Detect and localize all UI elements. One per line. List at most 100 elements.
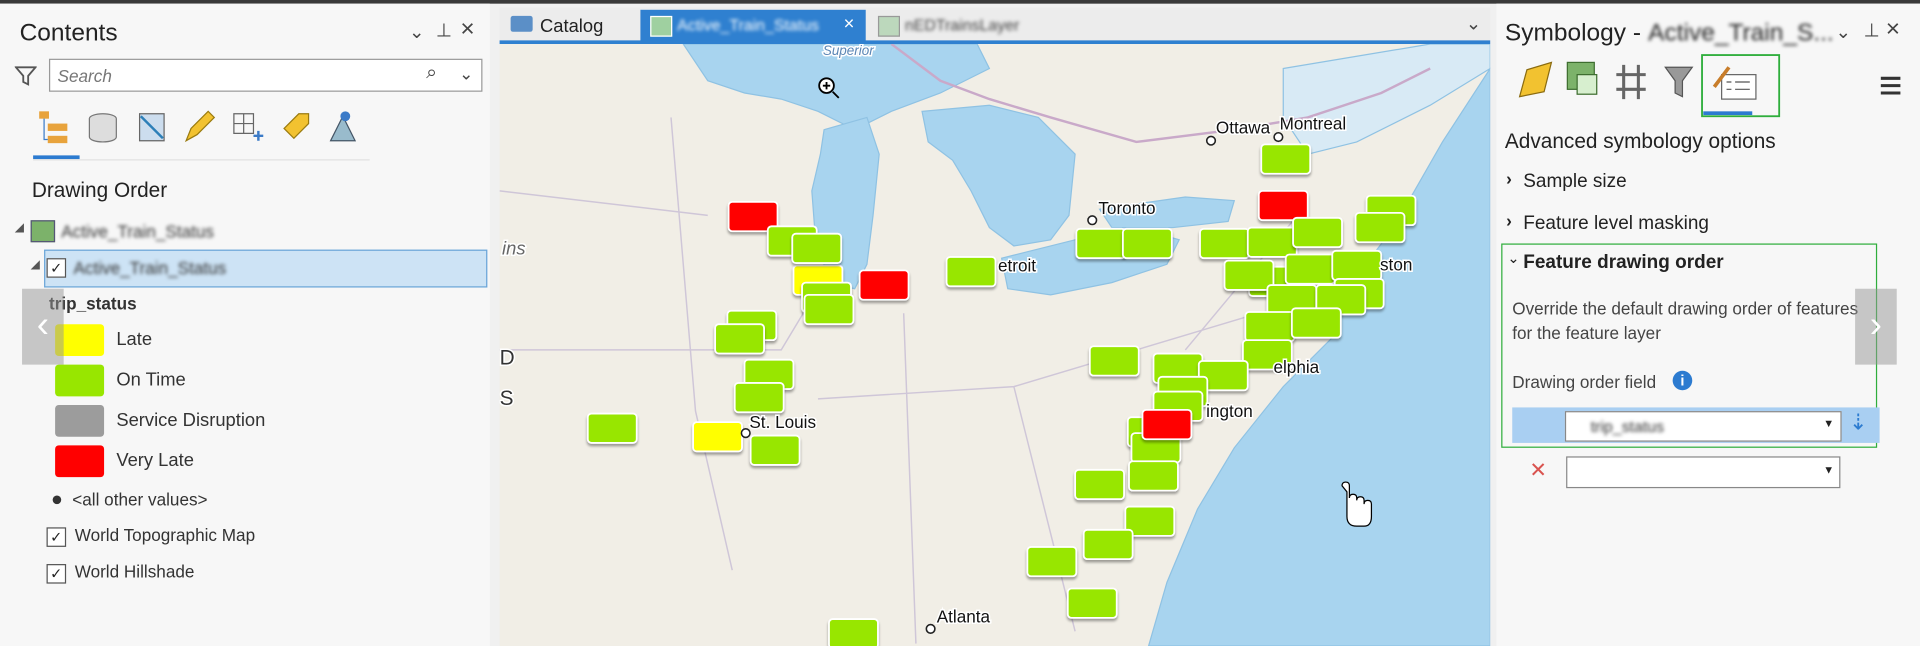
search-options[interactable]: ⌄ bbox=[459, 63, 474, 84]
list-by-drawing-order[interactable] bbox=[39, 111, 68, 144]
dropdown-arrow: ▼ bbox=[1823, 417, 1835, 430]
info-icon[interactable]: i bbox=[1672, 370, 1693, 391]
tab-bar: Catalog Active_Train_Status × nEDTrainsL… bbox=[499, 7, 1491, 45]
pane-menu[interactable]: ⌄ bbox=[1835, 22, 1851, 43]
active-tab-underline bbox=[1703, 111, 1753, 116]
layer-checkbox[interactable]: ✓ bbox=[46, 258, 67, 278]
list-by-snapping[interactable] bbox=[233, 113, 264, 141]
search-placeholder: Search bbox=[57, 66, 112, 86]
map-icon bbox=[30, 220, 56, 243]
map-label: ston bbox=[1380, 254, 1412, 274]
tab[interactable]: nEDTrainsLayer bbox=[873, 12, 1032, 39]
train-marker bbox=[1121, 227, 1173, 260]
close-button[interactable]: × bbox=[1885, 15, 1901, 43]
field-dropdown[interactable]: ▼ bbox=[1566, 456, 1841, 489]
city-dot bbox=[1205, 135, 1217, 146]
map-view[interactable]: Superior Ottawa Montreal Toronto etroit ston e… bbox=[499, 44, 1491, 646]
train-marker bbox=[803, 293, 855, 326]
basemap-layer[interactable]: World Hillshade bbox=[74, 561, 195, 582]
basemap-checkbox[interactable]: ✓ bbox=[46, 564, 67, 584]
pin-button[interactable]: ⊥ bbox=[1863, 20, 1880, 42]
train-marker bbox=[1246, 226, 1298, 258]
map-labels: Superior Ottawa Montreal Toronto etroit ston e… bbox=[500, 44, 1414, 634]
city-dot bbox=[740, 428, 751, 439]
train-marker bbox=[714, 323, 766, 355]
train-marker bbox=[1354, 211, 1406, 244]
train-marker bbox=[1066, 587, 1118, 619]
symbology-toolbar bbox=[1518, 54, 1901, 118]
expander[interactable]: ⌄ bbox=[1507, 249, 1520, 267]
legend-swatch bbox=[55, 445, 105, 478]
highlight-box bbox=[1701, 54, 1781, 118]
train-marker bbox=[858, 269, 910, 301]
search-icon[interactable]: ⌕ bbox=[426, 62, 438, 84]
close-button[interactable]: × bbox=[460, 15, 475, 43]
pane-title: Contents bbox=[19, 19, 118, 47]
legend-swatch bbox=[55, 364, 105, 397]
map-label: ington bbox=[1206, 401, 1253, 421]
other-symbol bbox=[52, 495, 62, 505]
train-marker bbox=[1241, 339, 1293, 371]
map-label: D bbox=[500, 347, 515, 370]
active-tab[interactable]: Active_Train_Status × bbox=[640, 9, 866, 42]
expander[interactable]: › bbox=[1506, 210, 1512, 231]
pin-button[interactable]: ⊥ bbox=[435, 20, 452, 42]
train-marker bbox=[828, 618, 879, 646]
map-label: elphia bbox=[1273, 357, 1319, 377]
advanced-symbology-options[interactable] bbox=[1712, 66, 1757, 100]
city-dot bbox=[1087, 215, 1098, 226]
map-label: S bbox=[500, 387, 514, 410]
filter-icon[interactable] bbox=[14, 65, 37, 87]
list-by-selection[interactable] bbox=[138, 113, 165, 142]
train-marker bbox=[1290, 307, 1342, 339]
tab-list[interactable]: ⌄ bbox=[1465, 13, 1482, 35]
train-marker bbox=[1088, 345, 1140, 377]
list-by-labeling[interactable] bbox=[283, 113, 310, 140]
train-marker bbox=[1128, 460, 1179, 492]
tab-label: Active_Train_Status bbox=[677, 15, 820, 35]
top-border bbox=[0, 0, 1920, 4]
expander[interactable]: ◢ bbox=[14, 221, 25, 235]
map-label: Toronto bbox=[1098, 198, 1155, 218]
next-arrow[interactable]: › bbox=[1855, 288, 1897, 365]
display-filters[interactable] bbox=[1664, 66, 1694, 98]
section-toggle[interactable]: Sample size bbox=[1523, 171, 1627, 193]
contents-pane: Contents ⌄ ⊥ × Search ⌕ ⌄ Drawing Order … bbox=[0, 3, 490, 646]
list-by-editing[interactable] bbox=[184, 110, 216, 143]
section-toggle[interactable]: Feature level masking bbox=[1523, 212, 1709, 234]
selected-layer-row[interactable] bbox=[44, 249, 488, 288]
boundaries bbox=[499, 44, 1431, 644]
legend-label: Late bbox=[116, 329, 153, 350]
prev-arrow[interactable]: ‹ bbox=[22, 288, 64, 365]
map-name[interactable]: Active_Train_Status bbox=[61, 221, 214, 242]
list-by-source[interactable] bbox=[88, 113, 117, 143]
view-toolbar bbox=[33, 110, 370, 161]
pane-menu[interactable]: ⌄ bbox=[408, 22, 425, 43]
train-marker bbox=[1260, 143, 1312, 175]
search-box[interactable]: Search ⌕ ⌄ bbox=[48, 58, 483, 92]
layer-expander[interactable]: ◢ bbox=[30, 258, 41, 272]
train-marker bbox=[1082, 528, 1134, 561]
train-marker bbox=[1124, 505, 1176, 537]
section-toggle[interactable]: Feature drawing order bbox=[1523, 252, 1724, 273]
basemap-checkbox[interactable]: ✓ bbox=[46, 527, 67, 547]
legend-label: Very Late bbox=[116, 450, 194, 472]
symbol-layer-drawing[interactable] bbox=[1616, 64, 1646, 100]
pane-options[interactable] bbox=[1880, 76, 1901, 95]
layer-name[interactable]: Active_Train_Status bbox=[73, 258, 227, 278]
vary-symbology[interactable] bbox=[1566, 61, 1598, 95]
map-label: ins bbox=[502, 237, 525, 258]
remove-button[interactable]: ✕ bbox=[1529, 458, 1547, 483]
train-marker bbox=[1199, 227, 1250, 260]
section-heading: Advanced symbology options bbox=[1504, 129, 1776, 153]
train-marker bbox=[586, 412, 638, 444]
sort-button[interactable]: ⇣ bbox=[1848, 409, 1868, 435]
tab[interactable]: Catalog bbox=[508, 12, 618, 39]
field-dropdown[interactable]: trip_status ▼ bbox=[1564, 411, 1842, 442]
tab-close[interactable]: × bbox=[843, 13, 855, 35]
expander[interactable]: › bbox=[1506, 168, 1512, 189]
list-by-perspective[interactable] bbox=[329, 111, 357, 142]
primary-symbology[interactable] bbox=[1518, 61, 1553, 98]
basemap-layer[interactable]: World Topographic Map bbox=[74, 524, 256, 545]
